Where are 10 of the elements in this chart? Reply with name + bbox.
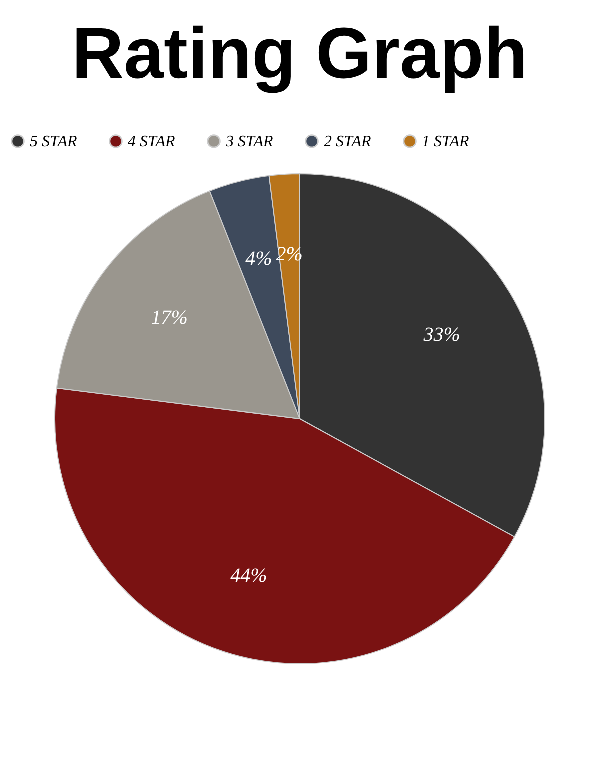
data-label: 17%	[151, 306, 188, 329]
data-label: 44%	[230, 564, 268, 587]
chart-title: Rating Graph	[72, 14, 528, 94]
data-label: 33%	[422, 324, 460, 346]
legend-label: 5 STAR	[30, 133, 78, 150]
legend-label: 4 STAR	[128, 133, 176, 150]
legend-label: 2 STAR	[324, 133, 372, 150]
legend-label: 3 STAR	[225, 133, 274, 150]
data-label: 4%	[246, 248, 272, 270]
legend-label: 1 STAR	[422, 133, 470, 150]
